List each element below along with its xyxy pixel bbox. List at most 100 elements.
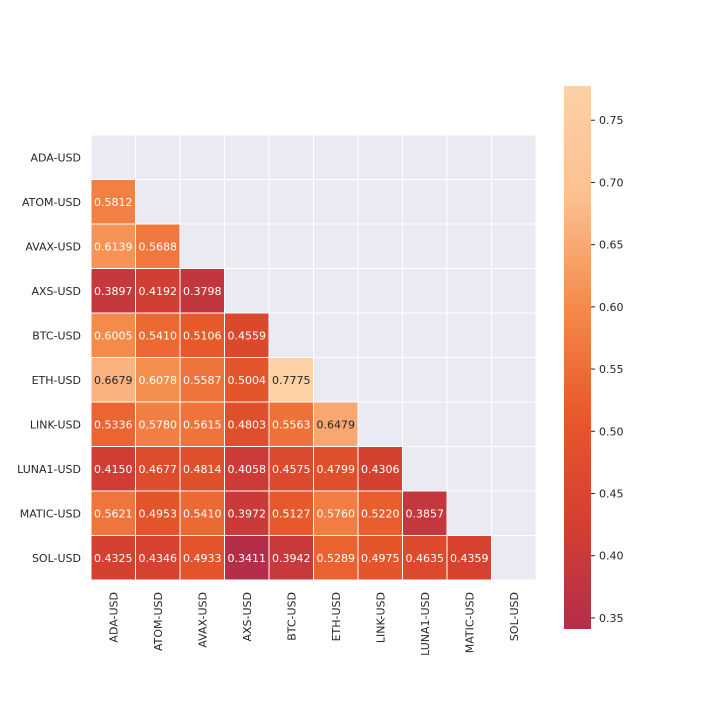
- cell-value-label: 0.7775: [272, 374, 311, 387]
- heatmap-cell: [447, 535, 492, 580]
- heatmap-cell: [269, 491, 314, 536]
- heatmap-cell: [91, 446, 136, 491]
- cell-value-label: 0.4306: [361, 463, 400, 476]
- heatmap-cell: [402, 491, 447, 536]
- cell-value-label: 0.5587: [183, 374, 222, 387]
- heatmap-cell: [135, 446, 180, 491]
- heatmap-cell: [91, 179, 136, 224]
- x-tick-label: LINK-USD: [374, 592, 387, 643]
- cell-value-label: 0.4575: [272, 463, 311, 476]
- heatmap-cell: [313, 446, 358, 491]
- x-tick-label: LUNA1-USD: [419, 592, 432, 656]
- y-tick-label: BTC-USD: [32, 329, 81, 342]
- heatmap-cell: [224, 357, 269, 402]
- cell-value-label: 0.5220: [361, 507, 400, 520]
- cell-value-label: 0.5336: [94, 418, 133, 431]
- cell-value-label: 0.6078: [139, 374, 178, 387]
- heatmap-cell: [180, 491, 225, 536]
- cell-value-label: 0.4058: [228, 463, 267, 476]
- cell-value-label: 0.4953: [139, 507, 178, 520]
- heatmap-cell: [135, 313, 180, 358]
- y-tick-label: ADA-USD: [30, 151, 81, 164]
- cell-value-label: 0.3972: [228, 507, 267, 520]
- heatmap-cell: [180, 357, 225, 402]
- colorbar-tick-label: 0.60: [599, 301, 624, 314]
- heatmap-cell: [224, 313, 269, 358]
- heatmap-cell: [135, 491, 180, 536]
- heatmap-cell: [224, 446, 269, 491]
- cell-value-label: 0.4677: [139, 463, 178, 476]
- y-tick-label: ETH-USD: [32, 374, 81, 387]
- cell-value-label: 0.5410: [139, 329, 178, 342]
- cell-value-label: 0.4559: [228, 329, 267, 342]
- heatmap-cell: [180, 313, 225, 358]
- x-tick-label: ADA-USD: [107, 592, 120, 643]
- colorbar: [564, 86, 591, 629]
- cell-value-label: 0.6479: [317, 418, 356, 431]
- heatmap-cell: [91, 402, 136, 447]
- cell-value-label: 0.3798: [183, 285, 222, 298]
- y-tick-label: AVAX-USD: [25, 240, 81, 253]
- x-tick-label: BTC-USD: [285, 592, 298, 641]
- y-tick-label: LINK-USD: [30, 418, 81, 431]
- heatmap-cell: [313, 402, 358, 447]
- heatmap-cell: [313, 535, 358, 580]
- cell-value-label: 0.5688: [139, 240, 178, 253]
- colorbar-tick-label: 0.65: [599, 239, 624, 252]
- cell-value-label: 0.5127: [272, 507, 311, 520]
- x-tick-label: MATIC-USD: [463, 592, 476, 653]
- y-tick-label: ATOM-USD: [22, 196, 81, 209]
- cell-value-label: 0.4814: [183, 463, 222, 476]
- cell-value-label: 0.4346: [139, 552, 178, 565]
- heatmap-cell: [358, 446, 403, 491]
- cell-value-label: 0.4635: [406, 552, 445, 565]
- heatmap-cell: [224, 491, 269, 536]
- colorbar-tick-label: 0.70: [599, 176, 624, 189]
- heatmap-cell: [180, 446, 225, 491]
- heatmap-cell: [135, 224, 180, 269]
- cell-value-label: 0.6139: [94, 240, 133, 253]
- heatmap-cell: [135, 535, 180, 580]
- cell-value-label: 0.4799: [317, 463, 356, 476]
- cell-value-label: 0.4325: [94, 552, 133, 565]
- y-tick-label: LUNA1-USD: [17, 463, 81, 476]
- x-tick-label: AXS-USD: [241, 592, 254, 642]
- heatmap-cell: [91, 491, 136, 536]
- cell-value-label: 0.5410: [183, 507, 222, 520]
- cell-value-label: 0.3942: [272, 552, 311, 565]
- heatmap-cell: [269, 357, 314, 402]
- cell-value-label: 0.5563: [272, 418, 311, 431]
- cell-value-label: 0.4975: [361, 552, 400, 565]
- x-tick-label: AVAX-USD: [196, 592, 209, 648]
- colorbar-tick-label: 0.50: [599, 425, 624, 438]
- heatmap-cell: [313, 491, 358, 536]
- cell-value-label: 0.3857: [406, 507, 445, 520]
- cell-value-label: 0.3897: [94, 285, 133, 298]
- heatmap-cell: [224, 535, 269, 580]
- cell-value-label: 0.6005: [94, 329, 133, 342]
- heatmap-cell: [180, 535, 225, 580]
- cell-value-label: 0.5289: [317, 552, 356, 565]
- colorbar-tick-label: 0.45: [599, 487, 624, 500]
- cell-value-label: 0.5812: [94, 196, 133, 209]
- cell-value-label: 0.5760: [317, 507, 356, 520]
- cell-value-label: 0.3411: [228, 552, 267, 565]
- heatmap-cell: [135, 268, 180, 313]
- heatmap-cell: [180, 268, 225, 313]
- heatmap-cell: [91, 535, 136, 580]
- y-tick-label: AXS-USD: [31, 285, 81, 298]
- y-tick-label: SOL-USD: [32, 552, 81, 565]
- cell-value-label: 0.4933: [183, 552, 222, 565]
- heatmap-cell: [358, 491, 403, 536]
- heatmap-cell: [91, 268, 136, 313]
- colorbar-tick-label: 0.40: [599, 550, 624, 563]
- heatmap-cell: [269, 446, 314, 491]
- cell-value-label: 0.4803: [228, 418, 267, 431]
- heatmap-cell: [358, 535, 403, 580]
- heatmap-cell: [224, 402, 269, 447]
- x-tick-label: ETH-USD: [330, 592, 343, 641]
- heatmap-cell: [402, 535, 447, 580]
- x-tick-label: ATOM-USD: [152, 592, 165, 651]
- y-tick-label: MATIC-USD: [20, 507, 81, 520]
